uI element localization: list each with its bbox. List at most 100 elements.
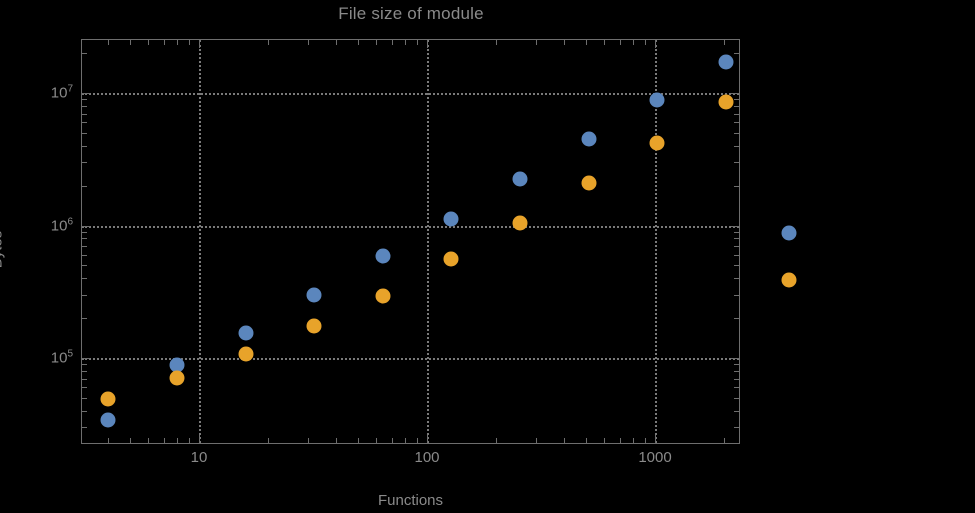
x-axis-tick-major <box>655 40 656 48</box>
x-axis-tick-minor <box>148 40 150 45</box>
x-axis-tick-minor <box>336 438 338 443</box>
x-axis-tick-minor <box>632 40 634 45</box>
y-axis-tick-label: 106 <box>50 216 73 235</box>
y-axis-tick-minor <box>734 185 739 187</box>
x-axis-tick-minor <box>535 438 537 443</box>
x-axis-tick-minor <box>644 40 646 45</box>
y-axis-tick-minor <box>734 318 739 320</box>
y-axis-tick-minor <box>734 364 739 366</box>
x-axis-tick-minor <box>176 40 178 45</box>
y-axis-tick-minor <box>734 105 739 107</box>
y-axis-tick-minor <box>82 185 87 187</box>
x-axis-tick-minor <box>416 40 418 45</box>
x-axis-tick-minor <box>188 40 190 45</box>
data-point <box>443 251 459 267</box>
plot-area: 105 106 107 10 100 1000 <box>51 39 740 466</box>
y-axis-tick-minor <box>82 410 87 412</box>
data-point <box>512 171 528 187</box>
x-axis-tick-minor <box>535 40 537 45</box>
data-point <box>100 412 116 428</box>
x-axis-tick-minor <box>723 438 725 443</box>
data-point <box>718 94 734 110</box>
x-axis-tick-minor <box>376 40 378 45</box>
y-axis-tick-label: 105 <box>50 348 73 367</box>
y-axis-tick-minor <box>82 427 87 429</box>
data-point-outside <box>781 225 797 240</box>
data-point <box>718 54 734 70</box>
y-axis-tick-minor <box>82 113 87 115</box>
x-axis-tick-minor <box>619 438 621 443</box>
x-axis-tick-minor <box>723 40 725 45</box>
y-axis-tick-minor <box>734 378 739 380</box>
y-axis-tick-minor <box>734 132 739 134</box>
y-axis-tick-minor <box>734 387 739 389</box>
y-axis-tick-minor <box>734 145 739 147</box>
data-point <box>169 357 185 373</box>
y-axis-tick-minor <box>82 132 87 134</box>
gridline-horizontal <box>82 358 739 360</box>
y-axis-tick-minor <box>734 162 739 164</box>
x-axis-tick-major <box>655 435 656 443</box>
gridline-vertical <box>199 40 201 443</box>
y-axis-tick-minor <box>734 397 739 399</box>
x-axis-tick-minor <box>307 438 309 443</box>
data-point <box>306 318 322 334</box>
x-axis-tick-minor <box>604 40 606 45</box>
x-axis-tick-minor <box>336 40 338 45</box>
y-axis-tick-minor <box>734 265 739 267</box>
x-axis-tick-minor <box>619 40 621 45</box>
y-axis-tick-minor <box>82 278 87 280</box>
x-axis-tick-minor <box>307 40 309 45</box>
data-point <box>238 346 254 362</box>
y-axis-tick-minor <box>734 99 739 101</box>
y-axis-tick-minor <box>82 122 87 124</box>
x-axis-tick-minor <box>108 40 110 45</box>
data-point <box>512 215 528 231</box>
y-axis-tick-minor <box>82 254 87 256</box>
data-point <box>581 131 597 147</box>
y-axis-tick-minor <box>82 99 87 101</box>
x-axis-tick-minor <box>376 438 378 443</box>
x-axis-tick-minor <box>130 40 132 45</box>
x-axis-tick-minor <box>267 438 269 443</box>
y-axis-tick-major <box>82 225 90 227</box>
data-point <box>169 370 185 386</box>
y-axis-tick-minor <box>82 294 87 296</box>
y-axis-tick-minor <box>82 318 87 320</box>
y-axis-tick-minor <box>734 53 739 55</box>
y-axis-tick-minor <box>82 387 87 389</box>
x-axis-tick-minor <box>564 438 566 443</box>
data-point <box>375 248 391 264</box>
gridline-horizontal <box>82 93 739 95</box>
x-axis-tick-minor <box>163 40 165 45</box>
x-axis-tick-major <box>199 40 200 48</box>
x-axis-tick-minor <box>632 438 634 443</box>
x-axis-tick-minor <box>358 40 360 45</box>
data-point-outside <box>781 272 797 288</box>
y-axis-tick-minor <box>82 397 87 399</box>
x-axis-tick-major <box>199 435 200 443</box>
y-axis-tick-major <box>731 225 739 227</box>
data-point <box>649 135 665 151</box>
y-axis-tick-minor <box>734 246 739 248</box>
y-axis-tick-minor <box>734 427 739 429</box>
x-axis-title: Functions <box>377 492 444 509</box>
x-axis-tick-minor <box>416 438 418 443</box>
y-axis-tick-minor <box>734 113 739 115</box>
x-axis-tick-label: 100 <box>414 449 440 466</box>
gridline-vertical <box>427 40 429 443</box>
y-axis-tick-minor <box>82 246 87 248</box>
chart-title: File size of module <box>338 4 484 23</box>
x-axis-tick-minor <box>130 438 132 443</box>
data-point <box>100 391 116 407</box>
y-axis-tick-major <box>82 358 90 359</box>
x-axis-tick-major <box>427 435 428 443</box>
x-axis-tick-minor <box>586 438 588 443</box>
y-axis-tick-minor <box>82 105 87 107</box>
y-axis-tick-minor <box>734 278 739 280</box>
data-point <box>581 175 597 191</box>
y-axis-tick-minor <box>82 265 87 267</box>
y-axis-tick-minor <box>734 122 739 124</box>
y-axis-tick-minor <box>734 231 739 233</box>
y-axis-tick-label: 107 <box>50 83 73 102</box>
